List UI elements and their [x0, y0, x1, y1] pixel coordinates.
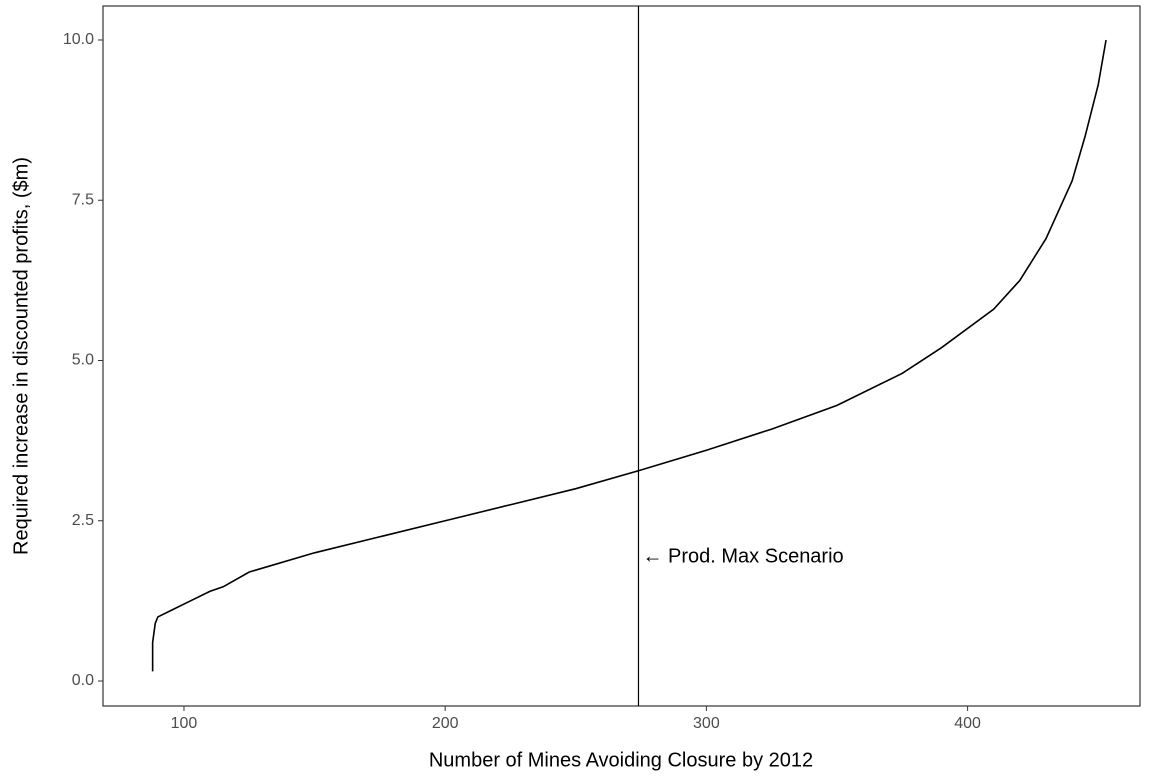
y-tick-label: 7.5 — [72, 191, 94, 208]
x-tick-label: 100 — [171, 715, 198, 732]
x-axis-title: Number of Mines Avoiding Closure by 2012 — [429, 749, 813, 771]
y-tick-label: 10.0 — [63, 31, 94, 48]
y-tick-label: 0.0 — [72, 672, 94, 689]
x-tick-label: 300 — [693, 715, 720, 732]
data-line — [151, 39, 1107, 672]
x-tick-label: 400 — [954, 715, 981, 732]
y-tick-label: 2.5 — [72, 512, 94, 529]
plot-frame — [102, 5, 1141, 707]
y-axis-title: Required increase in discounted profits,… — [10, 157, 32, 555]
x-tick-label: 200 — [432, 715, 459, 732]
annotation: ← Prod. Max Scenario — [642, 546, 843, 568]
y-tick-label: 5.0 — [72, 352, 94, 369]
